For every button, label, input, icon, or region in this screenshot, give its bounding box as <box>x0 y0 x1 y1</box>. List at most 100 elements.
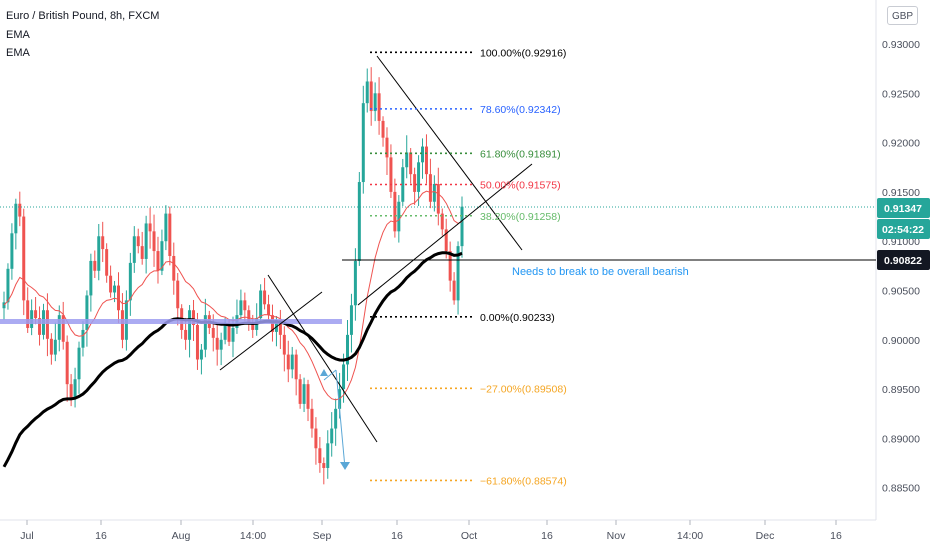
candle-body <box>424 146 428 175</box>
support-zone <box>0 319 342 324</box>
candle-body <box>397 201 401 232</box>
candle-body <box>49 338 53 355</box>
candle-body <box>432 184 436 202</box>
fib-level-label: 38.20%(0.91258) <box>480 211 561 223</box>
candle-body <box>290 354 294 370</box>
candle-body <box>274 320 278 332</box>
price-tick-label: 0.93000 <box>882 39 920 51</box>
price-axis[interactable]: 0.93000 0.92500 0.92000 0.91500 0.91000 0.905… <box>882 39 920 495</box>
candle-body <box>6 268 10 303</box>
price-tick-label: 0.92500 <box>882 88 920 100</box>
marked-level-badge: 0.90822 <box>884 255 922 267</box>
candle-body <box>156 251 160 271</box>
fibonacci-levels: 100.00%(0.92916) 78.60%(0.92342) 61.80%(0.… <box>0 47 876 487</box>
candle-body <box>460 206 464 247</box>
candle-body <box>144 223 148 259</box>
time-tick-label: 14:00 <box>677 530 703 542</box>
fib-level-label: 61.80%(0.91891) <box>480 148 561 160</box>
indicator-ema-label[interactable]: EMA <box>6 29 30 41</box>
candle-body <box>160 241 164 271</box>
candle-body <box>53 339 57 355</box>
candle-body <box>168 213 172 256</box>
price-tick-label: 0.90000 <box>882 335 920 347</box>
candle-body <box>215 337 219 350</box>
countdown-badge-bg <box>877 219 930 239</box>
candle-body <box>326 443 330 468</box>
last-price-badge: 0.91347 <box>884 203 922 215</box>
price-tick-label: 0.91500 <box>882 187 920 199</box>
currency-badge[interactable]: GBP <box>887 6 918 25</box>
candle-body <box>89 260 93 296</box>
candle-body <box>409 152 413 175</box>
candle-body <box>77 347 81 380</box>
candle-body <box>239 300 243 316</box>
fib-level-label: 100.00%(0.92916) <box>480 47 566 59</box>
candle-body <box>294 354 298 380</box>
time-axis[interactable]: Jul 16 Aug 14:00 Sep 16 Oct 16 Nov 14:00 Dec 16 <box>20 520 842 542</box>
candle-body <box>148 223 152 232</box>
candle-body <box>211 327 215 338</box>
candle-body <box>393 191 397 232</box>
fib-level-label: −27.00%(0.89508) <box>480 383 567 395</box>
candle-body <box>381 120 385 138</box>
candle-body <box>120 310 124 340</box>
symbol-title[interactable]: Euro / British Pound, 8h, FXCM <box>6 10 160 22</box>
trend-line <box>219 291 323 371</box>
candle-body <box>227 324 231 342</box>
candle-body <box>369 81 373 112</box>
candle-body <box>251 322 255 330</box>
candle-body <box>361 103 365 183</box>
candle-body <box>259 290 263 319</box>
candle-body <box>436 184 440 214</box>
candle-body <box>69 384 73 399</box>
candle-body <box>65 341 69 385</box>
candle-body <box>365 81 369 104</box>
candle-body <box>342 364 346 390</box>
price-tick-label: 0.91000 <box>882 236 920 248</box>
candle-body <box>117 285 120 311</box>
fib-level-label: −61.80%(0.88574) <box>480 475 567 487</box>
candle-body <box>444 229 448 252</box>
candle-body <box>136 236 140 247</box>
candle-body <box>105 249 109 276</box>
candle-body <box>298 379 302 404</box>
candle-body <box>286 354 290 370</box>
candle-body <box>97 236 101 271</box>
countdown-badge: 02:54:22 <box>882 224 924 236</box>
candle-body <box>310 408 314 429</box>
candle-body <box>109 275 113 293</box>
candle-body <box>172 255 176 281</box>
fib-level-label: 50.00%(0.91575) <box>480 180 561 192</box>
indicator-ema-label[interactable]: EMA <box>6 47 30 59</box>
trend-line <box>267 274 378 443</box>
ema-slow-line <box>2 251 463 468</box>
candle-body <box>22 216 26 301</box>
annotation-text: Needs to break to be overall bearish <box>512 266 689 278</box>
price-tick-label: 0.92000 <box>882 138 920 150</box>
projection-arrow <box>335 369 346 469</box>
candle-body <box>440 213 444 230</box>
candle-body <box>452 280 456 301</box>
candle-body <box>192 310 196 326</box>
candle-body <box>199 349 203 360</box>
candle-body <box>176 280 180 309</box>
candle-body <box>128 262 132 301</box>
candle-body <box>18 203 22 217</box>
time-tick-label: 16 <box>830 530 842 542</box>
candle-body <box>302 384 306 404</box>
candle-body <box>34 310 38 319</box>
candle-body <box>385 137 389 158</box>
candle-body <box>405 152 409 168</box>
time-tick-label: Aug <box>172 530 191 542</box>
candle-body <box>14 203 18 234</box>
candle-body <box>132 236 136 263</box>
time-tick-label: Jul <box>20 530 33 542</box>
candle-body <box>263 290 267 305</box>
candle-body <box>346 334 349 365</box>
candle-body <box>93 260 97 271</box>
candle-body <box>456 246 460 301</box>
trend-line <box>357 163 533 306</box>
candle-body <box>417 162 421 192</box>
